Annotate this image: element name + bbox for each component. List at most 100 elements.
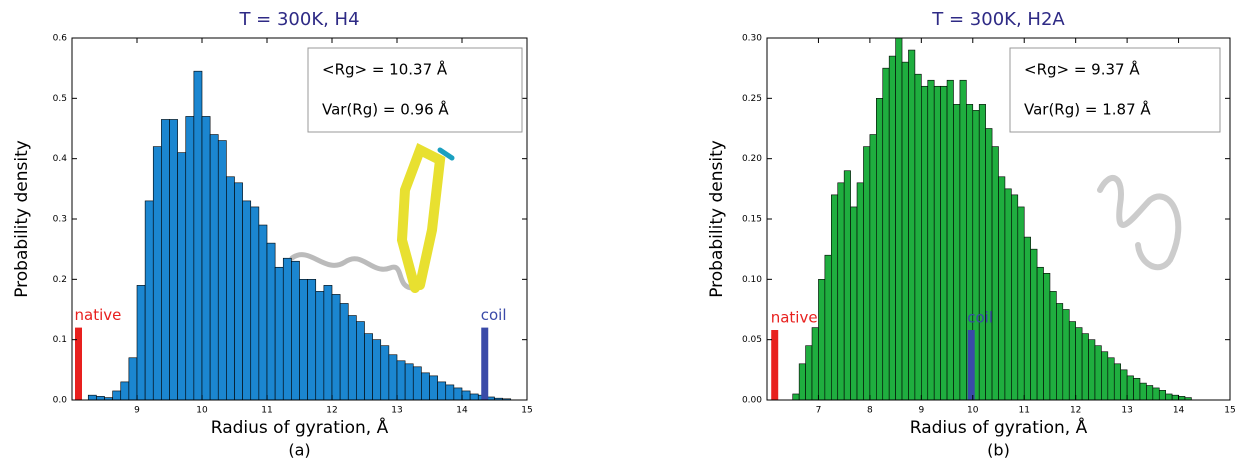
histogram-bar xyxy=(869,134,877,401)
stats-box xyxy=(1009,47,1221,133)
histogram-bar xyxy=(805,345,813,401)
histogram-bar xyxy=(914,73,922,401)
x-tick-label: 11 xyxy=(1018,406,1029,416)
histogram-bar xyxy=(144,200,154,401)
histogram-bar xyxy=(792,393,800,401)
histogram-bar xyxy=(843,170,851,401)
histogram-bar xyxy=(1011,194,1019,401)
histogram-bar xyxy=(1165,393,1173,401)
y-tick-label: 0.0 xyxy=(53,396,68,406)
turn xyxy=(437,147,455,161)
histogram-bar xyxy=(209,134,219,401)
caption: (a) xyxy=(288,441,310,460)
marker-bar xyxy=(481,327,489,400)
histogram-bar xyxy=(856,182,864,401)
histogram-bar xyxy=(299,279,308,401)
stats-text: Var(Rg) = 0.96 Å xyxy=(322,100,449,119)
histogram-bar xyxy=(453,387,463,401)
histogram-bar xyxy=(250,206,260,401)
marker-bar xyxy=(75,327,82,400)
y-tick-label: 0.00 xyxy=(742,396,762,406)
histogram-bar xyxy=(177,152,187,401)
histogram-bar xyxy=(921,85,929,401)
histogram-bar xyxy=(901,61,909,401)
histogram-bar xyxy=(1062,309,1070,401)
y-tick-label: 0.3 xyxy=(53,215,67,225)
y-tick-label: 0.20 xyxy=(742,154,762,164)
histogram-bar xyxy=(978,104,986,401)
histogram-bar xyxy=(985,128,993,401)
y-tick-label: 0.6 xyxy=(53,34,68,44)
histogram-bar xyxy=(1056,303,1064,401)
histogram-bar xyxy=(850,206,858,401)
y-tick-label: 0.10 xyxy=(742,275,762,285)
histogram-bar xyxy=(274,266,284,401)
x-tick-label: 14 xyxy=(456,406,468,416)
histogram-bar xyxy=(888,55,896,401)
histogram-bar xyxy=(152,146,162,401)
histogram-bar xyxy=(87,394,97,401)
x-tick-label: 10 xyxy=(196,406,208,416)
histogram-bar xyxy=(1036,266,1044,401)
chart-title: T = 300K, H2A xyxy=(931,9,1065,30)
x-tick-label: 11 xyxy=(261,406,272,416)
y-tick-label: 0.2 xyxy=(53,275,67,285)
marker-label: native xyxy=(75,306,122,324)
x-axis-label: Radius of gyration, Å xyxy=(910,416,1088,438)
histogram-bar xyxy=(437,381,447,401)
marker-bar xyxy=(967,330,975,400)
histogram-bar xyxy=(1120,369,1128,401)
x-tick-label: 15 xyxy=(521,406,532,416)
histogram-bar xyxy=(1075,327,1083,401)
histogram-bar xyxy=(226,176,235,401)
histogram-bar xyxy=(863,146,871,401)
x-tick-label: 13 xyxy=(391,406,402,416)
histogram-bar xyxy=(1158,390,1166,401)
histogram-bar xyxy=(396,360,406,401)
coil-tube xyxy=(1097,175,1182,271)
x-tick-label: 15 xyxy=(1224,406,1235,416)
histogram-bar xyxy=(161,119,170,401)
histogram-bar xyxy=(469,393,479,401)
histogram-bar xyxy=(1043,272,1051,401)
histogram-bar xyxy=(96,396,105,401)
histogram-bar xyxy=(933,85,941,401)
x-axis-label: Radius of gyration, Å xyxy=(211,416,389,438)
histogram-bar xyxy=(946,79,954,401)
x-tick-label: 12 xyxy=(326,406,337,416)
chart-title: T = 300K, H4 xyxy=(238,9,359,30)
marker-label: coil xyxy=(481,306,507,324)
histogram-bar xyxy=(1107,357,1115,401)
histogram-bar xyxy=(331,294,341,401)
x-tick-label: 9 xyxy=(918,406,924,416)
marker-label: coil xyxy=(967,309,993,327)
histogram-bar xyxy=(953,104,961,401)
histogram-bar xyxy=(1139,382,1147,401)
histogram-bar xyxy=(1030,248,1038,401)
histogram-bar xyxy=(1113,363,1121,401)
histogram-bar xyxy=(282,257,292,401)
histogram-bar xyxy=(824,254,832,401)
histogram-bar xyxy=(356,321,365,401)
histogram-bar xyxy=(380,345,390,401)
histogram-bar xyxy=(461,390,471,401)
histogram-bar xyxy=(242,200,252,401)
histogram-bar xyxy=(120,381,130,401)
x-tick-label: 10 xyxy=(967,406,979,416)
stats-box xyxy=(307,47,523,133)
histogram-bar xyxy=(940,85,948,401)
histogram-bar xyxy=(1023,236,1031,401)
y-tick-label: 0.5 xyxy=(53,94,67,104)
histogram-bar xyxy=(908,49,916,401)
protein-illustration xyxy=(289,143,1182,293)
y-tick-label: 0.05 xyxy=(742,335,762,345)
histogram-bar xyxy=(169,119,178,401)
histogram-bar xyxy=(339,303,349,401)
x-tick-label: 8 xyxy=(867,406,873,416)
histogram-bar xyxy=(112,390,122,401)
histogram-bar xyxy=(128,357,138,401)
histogram-bar xyxy=(837,182,845,401)
histogram-bar xyxy=(429,375,438,401)
histogram-bar xyxy=(266,242,276,401)
